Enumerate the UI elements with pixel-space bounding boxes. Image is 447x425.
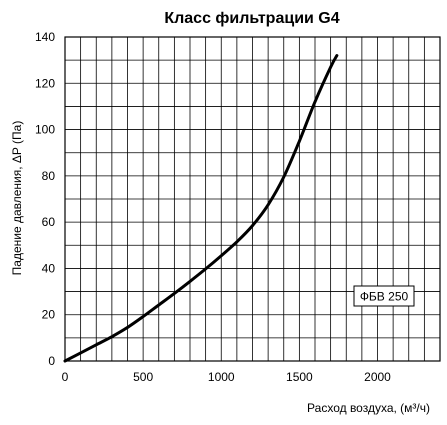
y-tick-label: 60 bbox=[42, 215, 56, 229]
y-tick-label: 80 bbox=[42, 169, 56, 183]
y-tick-label: 0 bbox=[48, 354, 55, 368]
x-tick-label: 0 bbox=[62, 370, 69, 384]
plot-frame bbox=[64, 36, 441, 362]
y-tick-label: 140 bbox=[35, 30, 55, 44]
x-tick-label: 1000 bbox=[208, 370, 235, 384]
y-tick-label: 40 bbox=[42, 261, 56, 275]
legend-item-label: ФБВ 250 bbox=[360, 290, 409, 304]
x-tick-label: 1500 bbox=[286, 370, 313, 384]
legend: ФБВ 250 bbox=[353, 285, 415, 307]
y-tick-label: 20 bbox=[42, 308, 56, 322]
x-tick-label: 2000 bbox=[364, 370, 391, 384]
x-axis-label: Расход воздуха, (м³/ч) bbox=[307, 401, 430, 415]
legend-frame bbox=[353, 285, 415, 307]
series-line-fbv-250 bbox=[63, 54, 339, 363]
grid bbox=[64, 36, 441, 362]
x-tick-label: 500 bbox=[133, 370, 153, 384]
tick-labels: 0 500 1000 1500 2000 0 20 40 60 80 100 120 140 bbox=[35, 30, 391, 384]
y-tick-label: 100 bbox=[35, 123, 55, 137]
axes bbox=[64, 36, 441, 362]
series-layer bbox=[63, 54, 339, 363]
chart-title: Класс фильтрации G4 bbox=[164, 10, 339, 27]
y-axis-label: Падение давления, ΔP (Па) bbox=[10, 121, 24, 276]
y-tick-label: 120 bbox=[35, 76, 55, 90]
